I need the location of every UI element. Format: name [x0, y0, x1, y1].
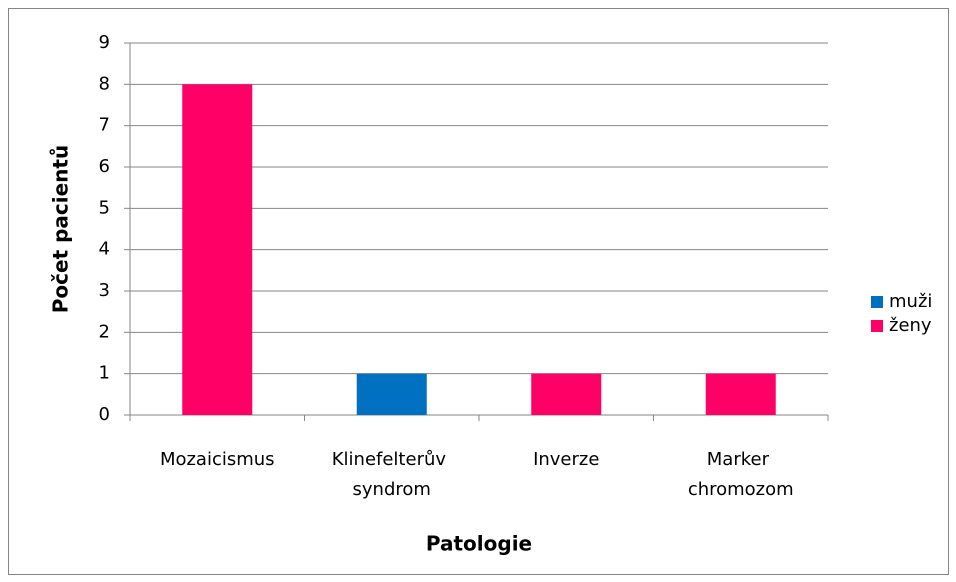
x-tick-label: Inverze [533, 449, 599, 470]
x-tick-label: Mozaicismus [160, 449, 275, 470]
x-tick-label: Marker chromozom [688, 449, 794, 500]
y-tick-label: 1 [99, 363, 110, 384]
x-tick-label: Klinefelterův syndrom [332, 449, 452, 500]
y-tick-label: 7 [99, 115, 110, 136]
bar [705, 373, 776, 415]
bar [356, 373, 427, 415]
legend-label: ženy [889, 315, 932, 336]
y-tick-label: 4 [99, 239, 110, 260]
y-tick-label: 0 [99, 404, 110, 425]
legend-label: muži [889, 291, 932, 312]
y-tick-label: 9 [99, 32, 110, 53]
y-tick-label: 6 [99, 156, 110, 177]
y-tick-label: 8 [99, 73, 110, 94]
legend-swatch [871, 296, 883, 308]
bar [182, 84, 253, 415]
bar [531, 373, 602, 415]
legend-swatch [871, 320, 883, 332]
y-tick-label: 2 [99, 321, 110, 342]
y-tick-label: 5 [99, 197, 110, 218]
y-tick-label: 3 [99, 280, 110, 301]
y-axis-title: Počet pacientů [49, 145, 73, 313]
x-axis-title: Patologie [426, 532, 532, 556]
